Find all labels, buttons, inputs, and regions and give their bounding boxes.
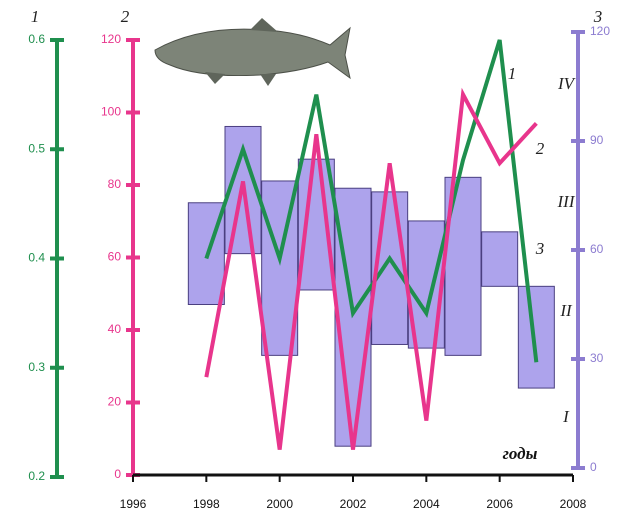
x-tick-label: 2002 (340, 497, 367, 511)
chart: 10.20.30.40.50.6202040608010012030306090… (0, 0, 635, 513)
range-bar (518, 286, 554, 388)
axis-header: 2 (121, 7, 130, 26)
y-tick-label: 30 (590, 351, 604, 365)
annotation: IV (557, 74, 577, 93)
x-tick-label: 2004 (413, 497, 440, 511)
x-tick-label: 2000 (266, 497, 293, 511)
annotation: III (557, 192, 576, 211)
page: 10.20.30.40.50.6202040608010012030306090… (0, 0, 635, 513)
y-tick-label: 0.5 (28, 141, 45, 155)
series-label: 2 (536, 139, 545, 158)
y-tick-label: 120 (101, 32, 121, 46)
y-tick-label: 90 (590, 133, 604, 147)
y-tick-label: 120 (590, 24, 610, 38)
y-tick-label: 0.4 (28, 251, 45, 265)
series-label: 3 (535, 239, 545, 258)
y-tick-label: 0.2 (28, 469, 45, 483)
fish-illustration (155, 18, 350, 86)
x-axis-label: годы (503, 444, 538, 463)
x-tick-label: 1998 (193, 497, 220, 511)
y-tick-label: 0 (114, 467, 121, 481)
y-tick-label: 60 (590, 242, 604, 256)
annotation: I (562, 407, 570, 426)
axis-header: 1 (31, 7, 40, 26)
y-tick-label: 40 (108, 322, 122, 336)
y-tick-label: 100 (101, 105, 121, 119)
x-tick-label: 1996 (120, 497, 147, 511)
range-bar (482, 232, 518, 286)
y-tick-label: 20 (108, 395, 122, 409)
x-tick-label: 2008 (560, 497, 587, 511)
y-tick-label: 0.3 (28, 360, 45, 374)
y-tick-label: 60 (108, 250, 122, 264)
y-tick-label: 0.6 (28, 32, 45, 46)
y-tick-label: 80 (108, 177, 122, 191)
axis-header: 3 (593, 7, 603, 26)
series-label: 1 (508, 64, 517, 83)
x-tick-label: 2006 (486, 497, 513, 511)
y-tick-label: 0 (590, 460, 597, 474)
annotation: II (559, 301, 573, 320)
